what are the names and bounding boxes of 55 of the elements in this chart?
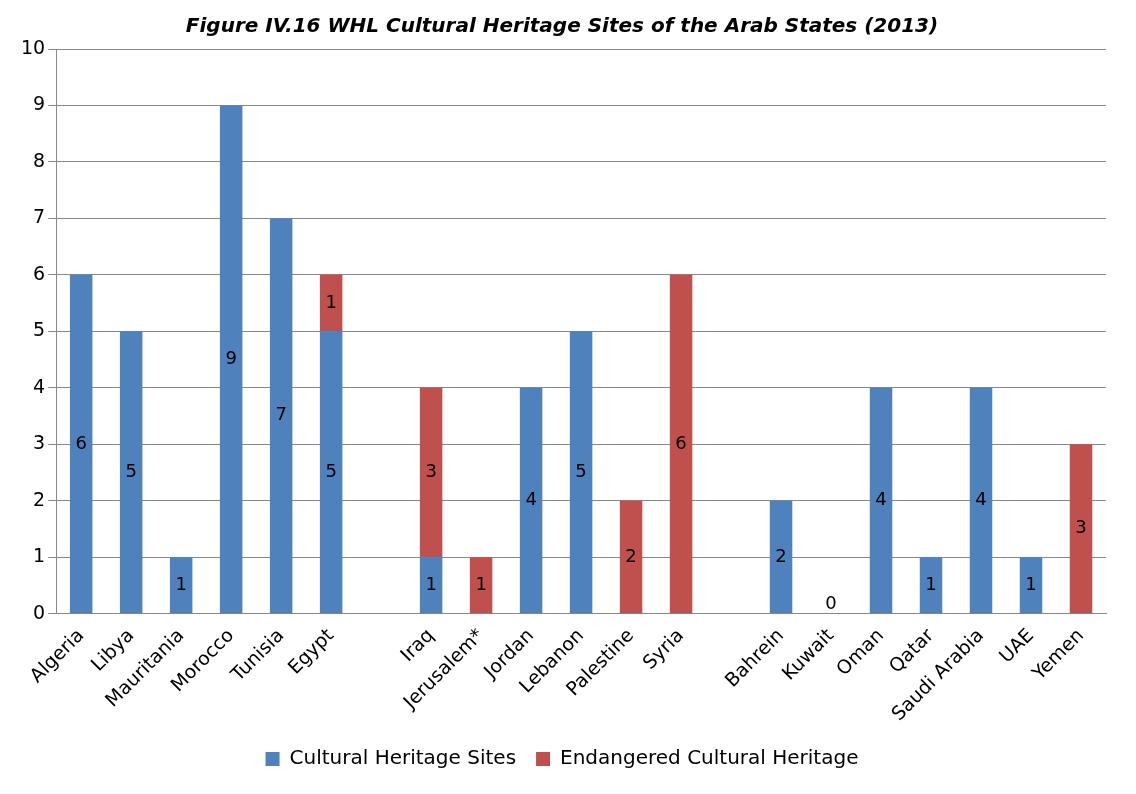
data-label: 1 bbox=[425, 572, 437, 594]
data-label: 9 bbox=[225, 346, 237, 368]
bar bbox=[769, 500, 793, 614]
data-label: 1 bbox=[175, 572, 187, 594]
bar bbox=[219, 105, 243, 614]
bar bbox=[169, 557, 193, 614]
bar bbox=[1069, 444, 1093, 614]
bar bbox=[419, 557, 443, 614]
data-label: 2 bbox=[625, 544, 637, 566]
data-label: 5 bbox=[125, 459, 137, 481]
bar bbox=[619, 500, 643, 614]
data-label: 3 bbox=[1075, 516, 1087, 538]
bar bbox=[969, 387, 993, 614]
bar bbox=[319, 331, 343, 614]
data-label: 6 bbox=[675, 431, 687, 453]
bar bbox=[1019, 557, 1043, 614]
bar bbox=[119, 331, 143, 614]
data-label: 3 bbox=[425, 460, 437, 482]
data-label: 7 bbox=[275, 403, 287, 425]
data-label: 1 bbox=[925, 572, 937, 594]
data-label: 4 bbox=[525, 488, 537, 510]
y-tick-label: 7 bbox=[33, 205, 46, 228]
y-tick-label: 3 bbox=[33, 431, 46, 454]
chart-title: Figure IV.16 WHL Cultural Heritage Sites of the Arab States (2013) bbox=[185, 13, 939, 38]
legend-label: Cultural Heritage Sites bbox=[289, 745, 517, 770]
data-label: 0 bbox=[825, 592, 837, 614]
y-tick-label: 5 bbox=[33, 318, 46, 341]
y-tick-label: 1 bbox=[33, 544, 46, 567]
bar bbox=[569, 331, 593, 614]
bar bbox=[419, 387, 443, 558]
data-label: 1 bbox=[475, 572, 487, 594]
y-tick-label: 6 bbox=[33, 261, 46, 284]
bar bbox=[519, 387, 543, 614]
bar bbox=[669, 274, 693, 614]
y-tick-label: 4 bbox=[33, 374, 46, 397]
data-label: 6 bbox=[75, 431, 87, 453]
bar bbox=[319, 274, 343, 332]
bar bbox=[919, 557, 943, 614]
y-tick-label: 9 bbox=[33, 92, 46, 115]
legend-label: Endangered Cultural Heritage bbox=[560, 745, 859, 770]
data-label: 5 bbox=[325, 459, 337, 481]
bar bbox=[869, 387, 893, 614]
bar bbox=[69, 274, 93, 614]
data-label: 4 bbox=[975, 488, 987, 510]
data-label: 2 bbox=[775, 544, 787, 566]
data-label: 1 bbox=[325, 290, 337, 312]
data-label: 5 bbox=[575, 459, 587, 481]
y-tick-label: 2 bbox=[33, 487, 46, 510]
y-tick-label: 10 bbox=[20, 35, 46, 58]
data-label: 1 bbox=[1025, 572, 1037, 594]
y-tick-label: 0 bbox=[33, 600, 46, 623]
data-label: 4 bbox=[875, 488, 887, 510]
y-tick-label: 8 bbox=[33, 148, 46, 171]
bar bbox=[469, 557, 493, 614]
bar bbox=[269, 218, 293, 614]
